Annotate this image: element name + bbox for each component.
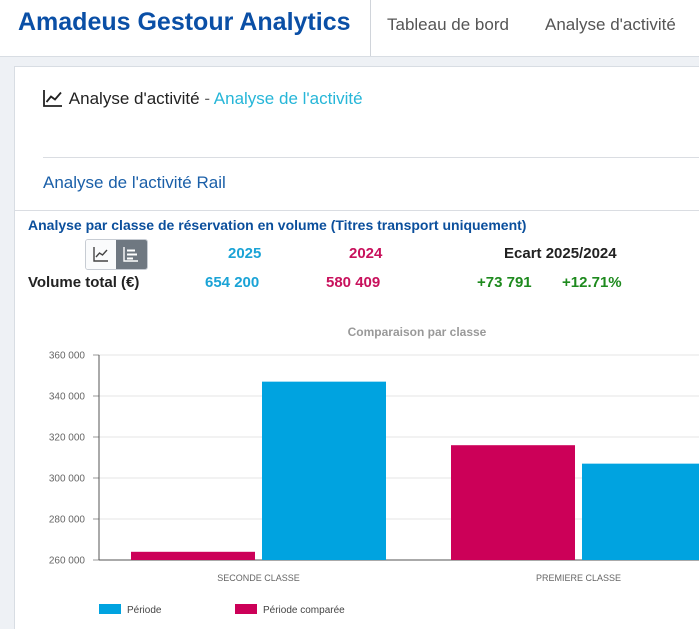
bar-current: [262, 381, 386, 560]
page-header: Analyse d'activité - Analyse de l'activi…: [43, 89, 363, 115]
divider: [43, 157, 699, 158]
bar-view-button[interactable]: [116, 240, 147, 269]
col-header-2024: 2024: [349, 245, 383, 262]
title-separator: -: [199, 89, 214, 108]
content-panel: Analyse d'activité - Analyse de l'activi…: [14, 66, 699, 629]
legend-label: Période: [127, 605, 162, 616]
line-chart-icon: [43, 89, 65, 112]
nav-tableau-de-bord[interactable]: Tableau de bord: [387, 15, 509, 34]
nav-divider: [370, 0, 371, 56]
row-label-volume: Volume total (€): [28, 274, 140, 291]
page-title: Analyse d'activité: [68, 89, 200, 108]
top-bar: Amadeus Gestour Analytics Tableau de bor…: [0, 0, 699, 57]
analysis-title: Analyse par classe de réservation en vol…: [28, 217, 527, 233]
y-tick-label: 280 000: [49, 515, 86, 526]
page-subtitle-link[interactable]: Analyse de l'activité: [213, 89, 363, 108]
legend-label: Période comparée: [263, 605, 345, 616]
y-tick-label: 360 000: [49, 351, 86, 362]
legend-swatch: [235, 604, 257, 614]
section-title: Analyse de l'activité Rail: [43, 173, 226, 192]
y-tick-label: 260 000: [49, 556, 86, 567]
x-tick-label: SECONDE CLASSE: [217, 573, 300, 583]
value-2025: 654 200: [205, 274, 260, 291]
diff-value: +73 791: [477, 274, 532, 291]
y-tick-label: 300 000: [49, 474, 86, 485]
line-view-button[interactable]: [86, 240, 116, 269]
x-tick-label: PREMIERE CLASSE: [536, 573, 621, 583]
value-2024: 580 409: [326, 274, 381, 291]
bar-chart-icon: [123, 247, 138, 262]
bar-current: [582, 463, 699, 560]
bar-compared: [451, 445, 575, 560]
chart-type-toggle: [85, 239, 148, 270]
col-header-ecart: Ecart 2025/2024: [504, 245, 617, 262]
diff-percent: +12.71%: [562, 274, 622, 291]
comparison-chart: Comparaison par classe 260 000 280 000 300 …: [49, 325, 699, 616]
bar-compared: [131, 551, 255, 560]
app-title[interactable]: Amadeus Gestour Analytics: [18, 8, 351, 36]
divider: [15, 210, 699, 211]
line-chart-icon: [93, 247, 108, 262]
y-tick-label: 320 000: [49, 433, 86, 444]
y-tick-label: 340 000: [49, 392, 86, 403]
legend-swatch: [99, 604, 121, 614]
nav-analyse-activite[interactable]: Analyse d'activité: [545, 15, 676, 34]
chart-title: Comparaison par classe: [348, 325, 487, 339]
col-header-2025: 2025: [228, 245, 262, 262]
